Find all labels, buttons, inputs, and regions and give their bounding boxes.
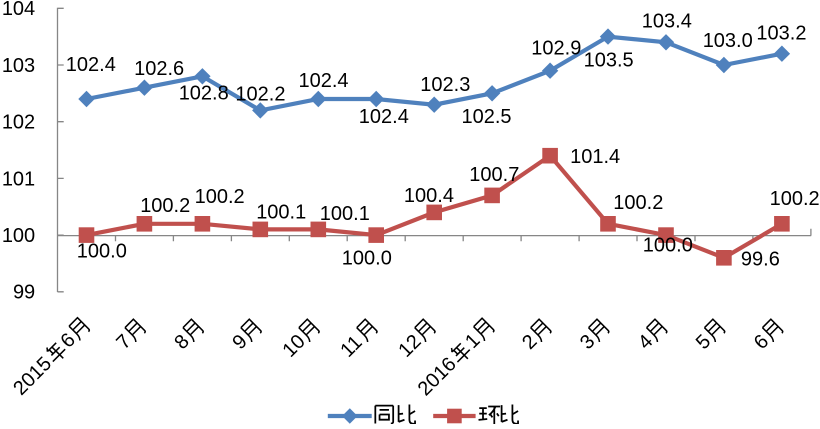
- svg-text:103.4: 103.4: [642, 10, 692, 32]
- svg-text:103: 103: [2, 55, 35, 77]
- svg-text:100: 100: [2, 225, 35, 247]
- svg-text:100.2: 100.2: [770, 188, 820, 210]
- svg-text:101: 101: [2, 168, 35, 190]
- svg-text:102.6: 102.6: [134, 58, 184, 80]
- svg-text:100.0: 100.0: [643, 235, 693, 257]
- svg-text:100.2: 100.2: [195, 186, 245, 208]
- svg-text:102.4: 102.4: [359, 106, 409, 128]
- svg-text:102.4: 102.4: [66, 54, 116, 76]
- svg-text:100.1: 100.1: [320, 203, 370, 225]
- svg-text:103.0: 103.0: [703, 30, 753, 52]
- svg-text:101.4: 101.4: [570, 146, 620, 168]
- svg-text:100.0: 100.0: [77, 241, 127, 263]
- svg-text:102.9: 102.9: [531, 38, 581, 60]
- svg-text:100.2: 100.2: [140, 195, 190, 217]
- svg-text:99: 99: [13, 282, 35, 304]
- svg-text:100.2: 100.2: [613, 192, 663, 214]
- svg-text:102.3: 102.3: [420, 74, 470, 96]
- svg-text:100.1: 100.1: [256, 202, 306, 224]
- svg-text:100.4: 100.4: [404, 185, 454, 207]
- svg-text:104: 104: [2, 0, 35, 20]
- svg-text:103.2: 103.2: [756, 23, 806, 45]
- svg-text:102.4: 102.4: [299, 70, 349, 92]
- svg-text:102.8: 102.8: [179, 82, 229, 104]
- svg-text:99.6: 99.6: [741, 248, 780, 270]
- svg-text:103.5: 103.5: [584, 50, 634, 72]
- svg-text:102.2: 102.2: [235, 84, 285, 106]
- svg-text:102: 102: [2, 112, 35, 134]
- svg-text:102.5: 102.5: [462, 106, 512, 128]
- svg-text:100.7: 100.7: [469, 164, 519, 186]
- svg-text:100.0: 100.0: [342, 248, 392, 270]
